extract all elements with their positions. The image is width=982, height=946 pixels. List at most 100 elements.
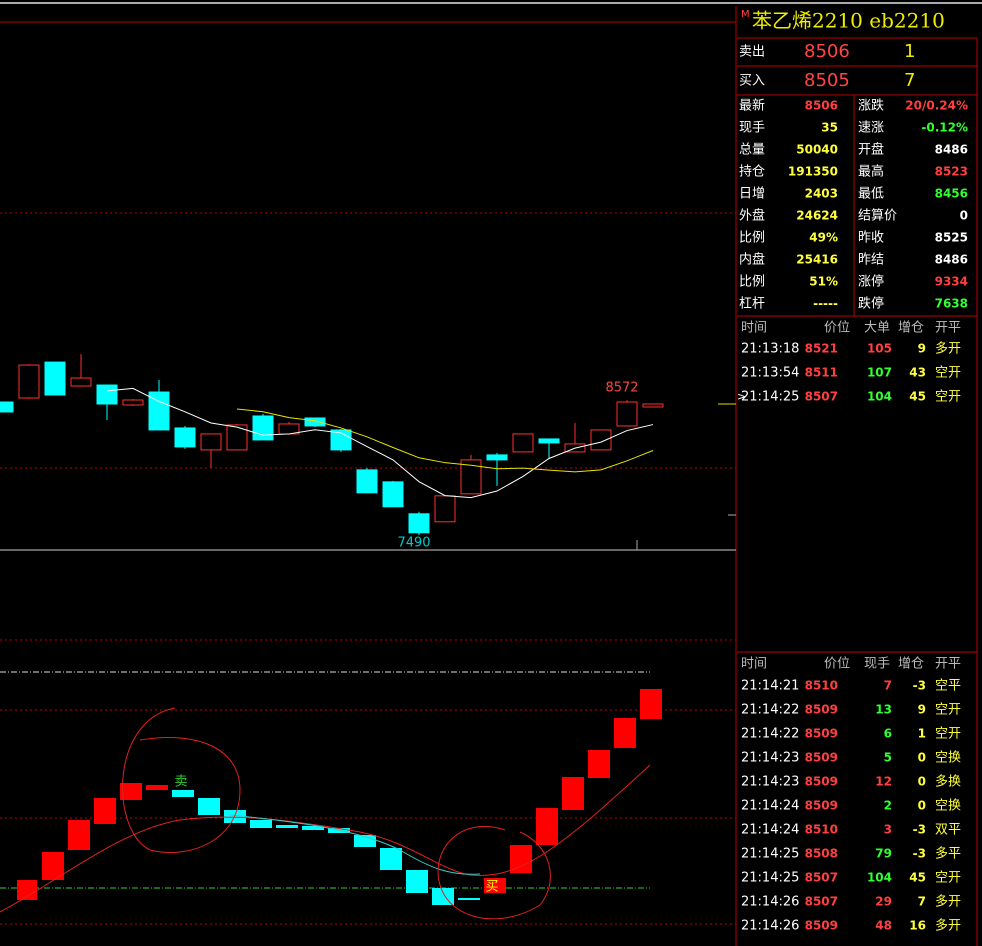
candle-body	[122, 399, 144, 406]
quote-label: 结算价	[858, 209, 897, 224]
ind-bar	[562, 777, 584, 810]
table-cell: -3	[913, 847, 926, 861]
table-cell: 空开	[935, 727, 961, 742]
table-cell: 21:14:23	[741, 775, 799, 790]
table-cell: 21:13:54	[741, 366, 799, 381]
ind-bar	[42, 852, 64, 880]
ind-bar	[536, 808, 558, 845]
ind-bar	[120, 783, 142, 800]
table-cell: 8510	[805, 679, 838, 693]
quote-label: 总量	[739, 143, 765, 158]
candle-body	[486, 454, 508, 461]
ind-bar	[614, 718, 636, 748]
ind-bar	[146, 785, 168, 790]
table-header: 开平	[935, 321, 961, 336]
table-cell: -3	[913, 823, 926, 837]
candle-body	[70, 377, 92, 387]
candle-body	[226, 424, 248, 451]
candle-body	[200, 433, 222, 451]
candle-body	[538, 438, 560, 444]
candle-body	[252, 415, 274, 441]
quote-label: 现手	[739, 121, 765, 136]
table-cell: 空开	[935, 703, 961, 718]
quote-value: 51%	[809, 275, 838, 289]
quote-label: 最新	[739, 98, 765, 114]
candle-body	[590, 429, 612, 451]
candle-body	[0, 401, 14, 413]
table-cell: 0	[918, 775, 926, 789]
table-cell: 21:14:24	[741, 799, 799, 814]
table-cell: 7	[918, 895, 926, 909]
ind-bar	[432, 888, 454, 905]
table-cell: 空平	[935, 679, 961, 694]
quote-value: 50040	[796, 143, 838, 157]
candle-body	[304, 417, 326, 427]
quote-label: 速涨	[858, 121, 884, 136]
flag: M	[741, 9, 750, 20]
quote-value: -0.12%	[921, 121, 968, 135]
table-cell: 104	[867, 390, 892, 404]
ind-bar	[640, 689, 662, 719]
ind-bar	[94, 798, 116, 824]
table-cell: 21:14:25	[741, 871, 799, 886]
table-cell: 多开	[935, 918, 961, 934]
candle-body	[460, 459, 482, 495]
table-header: 价位	[824, 321, 850, 336]
quote-label: 涨跌	[858, 98, 884, 114]
table-cell: 21:14:23	[741, 751, 799, 766]
table-cell: 多平	[935, 846, 961, 862]
table-header: 价位	[824, 657, 850, 672]
high-label: 8572	[605, 381, 638, 396]
table-cell: 多换	[935, 774, 961, 790]
quote-value: 8486	[935, 253, 968, 267]
table-cell: 107	[867, 366, 892, 380]
ind-bar	[224, 810, 246, 823]
table-cell: 21:14:24	[741, 823, 799, 838]
ind-bar	[406, 870, 428, 893]
buy-price: 8505	[804, 70, 850, 91]
quote-label: 比例	[739, 275, 765, 290]
buy-mark: 买	[485, 880, 498, 895]
table-cell: 21:14:25	[741, 390, 799, 405]
table-header: 增仓	[898, 657, 924, 672]
table-cell: 空换	[935, 751, 961, 766]
table-cell: 8510	[805, 823, 838, 837]
candle-body	[44, 361, 66, 396]
quote-label: 持仓	[739, 165, 765, 180]
quote-value: 9334	[935, 275, 968, 289]
table-cell: 8509	[805, 799, 838, 813]
table-cell: 空开	[935, 366, 961, 381]
table-cell: 21:14:21	[741, 679, 799, 694]
ind-bar	[302, 826, 324, 830]
ind-bar	[198, 798, 220, 815]
quote-label: 涨停	[858, 274, 884, 290]
table-cell: 1	[918, 727, 926, 741]
quote-label: 内盘	[739, 252, 765, 268]
ind-bar	[68, 820, 90, 850]
ind-bar	[458, 898, 480, 900]
row-pointer: >	[737, 390, 746, 403]
ind-bar	[172, 790, 194, 797]
ind-bar	[380, 848, 402, 870]
table-cell: -3	[913, 679, 926, 693]
ind-bar	[250, 820, 272, 828]
quote-label: 日增	[739, 187, 765, 202]
table-header: 增仓	[898, 321, 924, 336]
table-cell: 8509	[805, 703, 838, 717]
candle-body	[18, 364, 40, 399]
table-cell: 8511	[805, 366, 838, 380]
quote-value: 35	[821, 121, 838, 135]
table-cell: 3	[884, 823, 892, 837]
buy-qty: 7	[904, 70, 915, 91]
quote-value: 8506	[805, 99, 838, 113]
quote-label: 外盘	[739, 208, 765, 224]
table-cell: 多开	[935, 341, 961, 357]
sell-label: 卖出	[739, 45, 765, 60]
table-cell: 13	[875, 703, 892, 717]
candle-body	[382, 481, 404, 508]
table-cell: 104	[867, 871, 892, 885]
table-cell: 8507	[805, 871, 838, 885]
ind-bar	[276, 825, 298, 828]
quote-value: 8523	[935, 165, 968, 179]
